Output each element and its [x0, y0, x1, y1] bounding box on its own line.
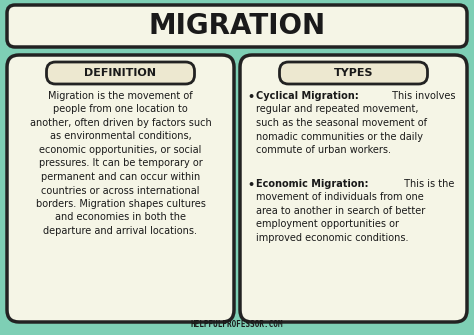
FancyBboxPatch shape	[7, 5, 467, 47]
Text: movement of individuals from one: movement of individuals from one	[256, 192, 424, 202]
Text: economic opportunities, or social: economic opportunities, or social	[39, 145, 202, 155]
Text: borders. Migration shapes cultures: borders. Migration shapes cultures	[36, 199, 205, 209]
Text: nomadic communities or the daily: nomadic communities or the daily	[256, 132, 423, 141]
Text: pressures. It can be temporary or: pressures. It can be temporary or	[38, 158, 202, 169]
Text: DEFINITION: DEFINITION	[84, 68, 156, 78]
Text: improved economic conditions.: improved economic conditions.	[256, 233, 409, 243]
FancyBboxPatch shape	[240, 55, 467, 322]
Text: This involves: This involves	[389, 91, 455, 101]
Text: and economies in both the: and economies in both the	[55, 212, 186, 222]
Text: another, often driven by factors such: another, often driven by factors such	[29, 118, 211, 128]
Text: MIGRATION: MIGRATION	[148, 12, 326, 40]
FancyBboxPatch shape	[7, 55, 234, 322]
Text: regular and repeated movement,: regular and repeated movement,	[256, 105, 419, 115]
Text: Economic Migration:: Economic Migration:	[256, 179, 368, 189]
Text: Cyclical Migration:: Cyclical Migration:	[256, 91, 359, 101]
Text: people from one location to: people from one location to	[53, 105, 188, 115]
Text: •: •	[247, 180, 254, 190]
Text: This is the: This is the	[401, 179, 455, 189]
Text: employment opportunities or: employment opportunities or	[256, 219, 399, 229]
Text: •: •	[247, 92, 254, 102]
Text: permanent and can occur within: permanent and can occur within	[41, 172, 200, 182]
Text: countries or across international: countries or across international	[41, 186, 200, 196]
Text: such as the seasonal movement of: such as the seasonal movement of	[256, 118, 427, 128]
Text: area to another in search of better: area to another in search of better	[256, 206, 425, 216]
FancyBboxPatch shape	[280, 62, 428, 84]
Text: as environmental conditions,: as environmental conditions,	[50, 132, 191, 141]
Text: Migration is the movement of: Migration is the movement of	[48, 91, 193, 101]
Text: departure and arrival locations.: departure and arrival locations.	[44, 226, 198, 236]
Text: commute of urban workers.: commute of urban workers.	[256, 145, 391, 155]
Text: TYPES: TYPES	[334, 68, 373, 78]
FancyBboxPatch shape	[46, 62, 194, 84]
Text: HELPFULPROFESSOR.COM: HELPFULPROFESSOR.COM	[191, 320, 283, 329]
